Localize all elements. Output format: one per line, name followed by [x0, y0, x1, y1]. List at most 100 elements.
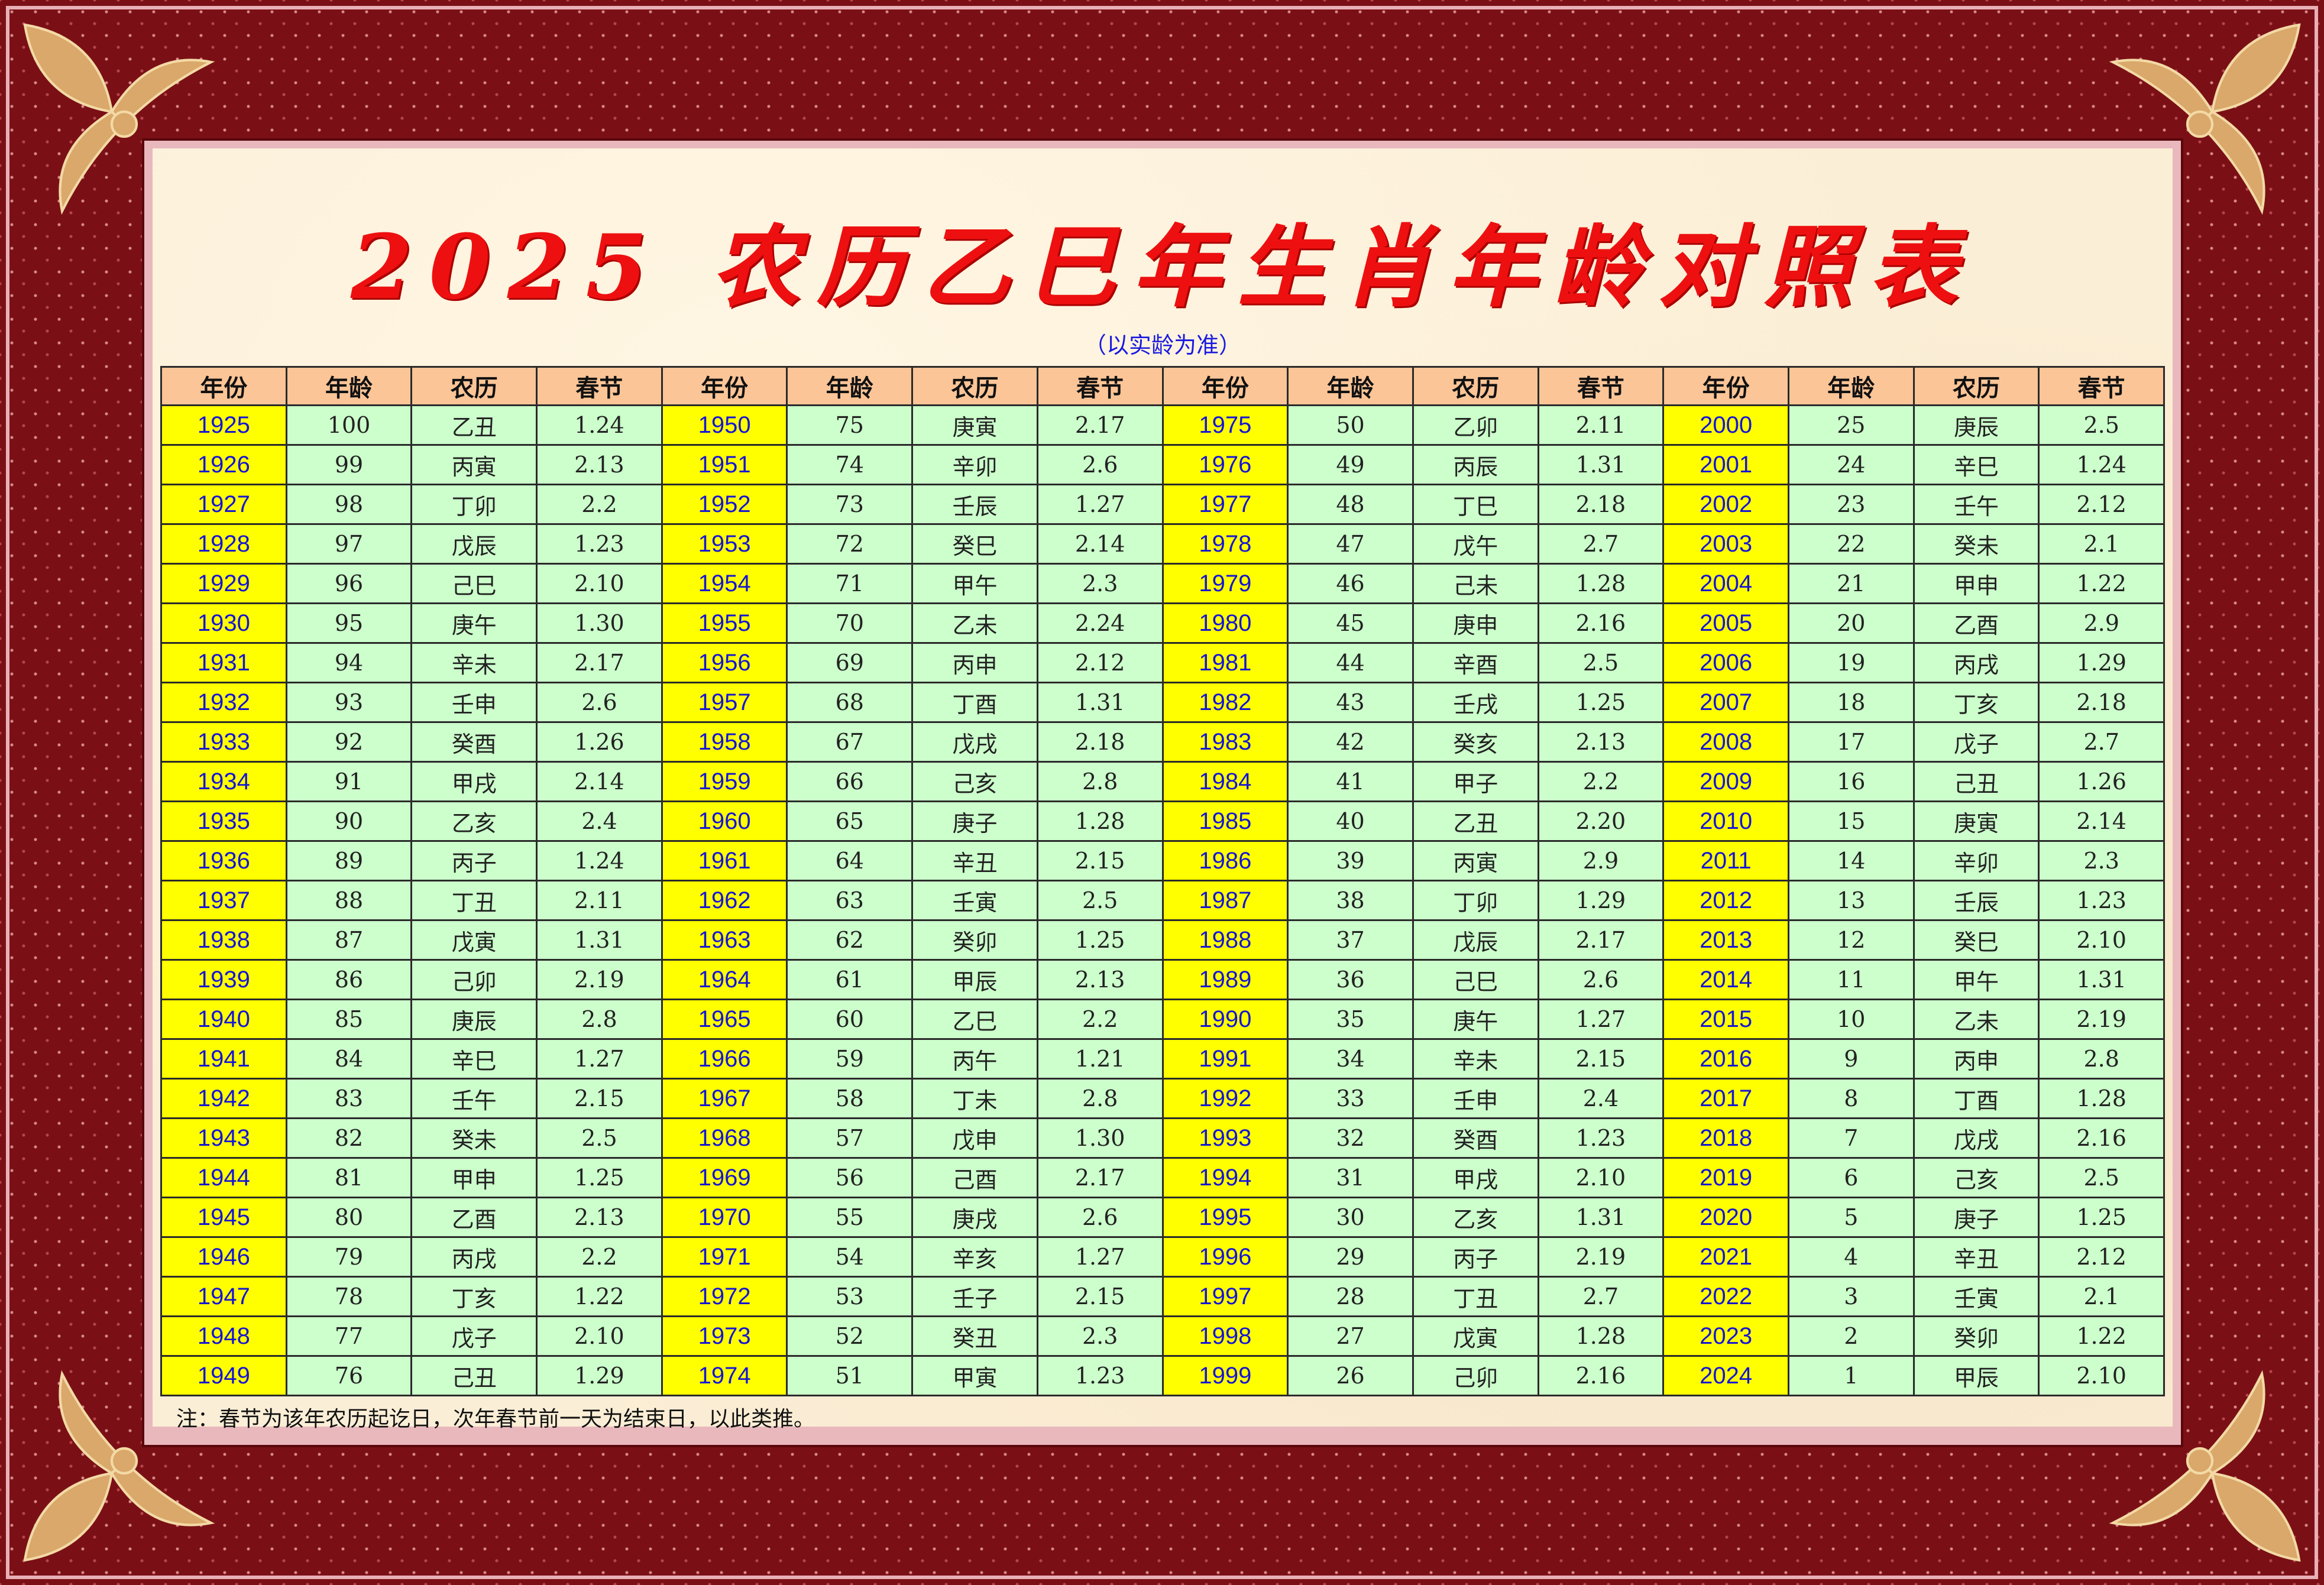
cell-lunar: 丙辰 — [1412, 444, 1539, 485]
cell-lunar: 丙寅 — [1412, 840, 1539, 881]
cell-age: 89 — [285, 840, 413, 881]
cell-lunar: 庚子 — [911, 800, 1038, 842]
cell-lunar: 戊子 — [410, 1315, 538, 1357]
header-age: 年龄 — [786, 366, 914, 406]
header-lunar: 农历 — [1412, 366, 1539, 406]
subtitle: （以实龄为准） — [1083, 332, 1241, 358]
cell-year: 1998 — [1161, 1315, 1289, 1357]
cell-year: 2009 — [1662, 761, 1789, 802]
cell-year: 2024 — [1662, 1355, 1789, 1396]
cell-age: 41 — [1287, 761, 1414, 802]
cell-lunar: 壬辰 — [1912, 880, 2040, 921]
cell-spring: 2.10 — [536, 563, 663, 604]
cell-lunar: 丁卯 — [1412, 880, 1539, 921]
cell-year: 1979 — [1161, 563, 1289, 604]
cell-spring: 2.19 — [1537, 1236, 1665, 1278]
cell-age: 94 — [285, 642, 413, 683]
cell-age: 75 — [786, 404, 914, 446]
cell-spring: 1.23 — [1036, 1355, 1164, 1396]
table-row: 1946 79 丙戌 2.2 1971 54 辛亥 1.27 1996 29 丙子 2.19 2021 4… — [160, 1236, 2165, 1278]
table-row: 1942 83 壬午 2.15 1967 58 丁未 2.8 1992 33 壬申 2.4 2017 8 丁… — [160, 1078, 2165, 1119]
table-row: 1928 97 戊辰 1.23 1953 72 癸巳 2.14 1978 47 戊午 2.7 2003 2… — [160, 523, 2165, 565]
cell-lunar: 己未 — [1412, 563, 1539, 604]
cell-age: 36 — [1287, 959, 1414, 1000]
cell-year: 1932 — [160, 682, 287, 723]
cell-spring: 2.13 — [1537, 721, 1665, 763]
cell-year: 1972 — [661, 1276, 788, 1317]
cell-age: 31 — [1287, 1157, 1414, 1198]
cell-year: 1970 — [661, 1197, 788, 1238]
cell-lunar: 辛未 — [410, 642, 538, 683]
cell-age: 29 — [1287, 1236, 1414, 1278]
cell-lunar: 丁丑 — [410, 880, 538, 921]
cell-lunar: 丁亥 — [410, 1276, 538, 1317]
cell-lunar: 甲午 — [1912, 959, 2040, 1000]
cell-age: 92 — [285, 721, 413, 763]
cell-lunar: 丁卯 — [410, 484, 538, 525]
cell-spring: 2.14 — [536, 761, 663, 802]
corner-ornament-icon — [23, 1370, 215, 1562]
cell-spring: 2.8 — [1036, 761, 1164, 802]
cell-spring: 2.11 — [536, 880, 663, 921]
cell-age: 13 — [1787, 880, 1915, 921]
table-row: 1938 87 戊寅 1.31 1963 62 癸卯 1.25 1988 37 戊辰 2.17 2013… — [160, 919, 2165, 961]
cell-spring: 2.13 — [536, 1197, 663, 1238]
cell-age: 63 — [786, 880, 914, 921]
header-spring: 春节 — [1036, 366, 1164, 406]
cell-spring: 1.22 — [536, 1276, 663, 1317]
cell-year: 2000 — [1662, 404, 1789, 446]
cell-lunar: 己丑 — [1912, 761, 2040, 802]
cell-age: 34 — [1287, 1038, 1414, 1080]
cell-lunar: 庚申 — [1412, 602, 1539, 644]
cell-year: 1953 — [661, 523, 788, 565]
cell-spring: 2.5 — [1537, 642, 1665, 683]
cell-spring: 1.31 — [536, 919, 663, 961]
header-year: 年份 — [1161, 366, 1289, 406]
cell-year: 1934 — [160, 761, 287, 802]
cell-lunar: 癸巳 — [1912, 919, 2040, 961]
corner-ornament-icon — [2109, 23, 2301, 215]
cell-year: 1962 — [661, 880, 788, 921]
cell-age: 80 — [285, 1197, 413, 1238]
cell-age: 56 — [786, 1157, 914, 1198]
cell-lunar: 己丑 — [410, 1355, 538, 1396]
cell-year: 2015 — [1662, 999, 1789, 1040]
cell-lunar: 癸酉 — [1412, 1117, 1539, 1159]
cell-lunar: 甲辰 — [911, 959, 1038, 1000]
cell-spring: 2.2 — [1537, 761, 1665, 802]
cell-year: 1994 — [1161, 1157, 1289, 1198]
cell-lunar: 甲午 — [911, 563, 1038, 604]
header-year: 年份 — [661, 366, 788, 406]
cell-age: 4 — [1787, 1236, 1915, 1278]
cell-spring: 1.23 — [536, 523, 663, 565]
cell-spring: 1.25 — [1036, 919, 1164, 961]
cell-lunar: 戊辰 — [410, 523, 538, 565]
cell-spring: 2.12 — [2038, 484, 2165, 525]
cell-lunar: 壬寅 — [911, 880, 1038, 921]
cell-lunar: 乙丑 — [1412, 800, 1539, 842]
cell-spring: 2.3 — [1036, 563, 1164, 604]
cell-age: 86 — [285, 959, 413, 1000]
cell-lunar: 戊戌 — [911, 721, 1038, 763]
cell-lunar: 丙寅 — [410, 444, 538, 485]
cell-spring: 2.17 — [536, 642, 663, 683]
cell-spring: 2.4 — [536, 800, 663, 842]
cell-age: 65 — [786, 800, 914, 842]
cell-spring: 1.27 — [1036, 1236, 1164, 1278]
cell-year: 2010 — [1662, 800, 1789, 842]
cell-spring: 2.17 — [1036, 404, 1164, 446]
cell-year: 1951 — [661, 444, 788, 485]
cell-age: 82 — [285, 1117, 413, 1159]
cell-year: 1975 — [1161, 404, 1289, 446]
header-lunar: 农历 — [410, 366, 538, 406]
cell-year: 1945 — [160, 1197, 287, 1238]
cell-lunar: 乙亥 — [1412, 1197, 1539, 1238]
cell-year: 1946 — [160, 1236, 287, 1278]
cell-lunar: 丁丑 — [1412, 1276, 1539, 1317]
cell-lunar: 戊午 — [1412, 523, 1539, 565]
cell-spring: 2.6 — [1036, 1197, 1164, 1238]
cell-year: 1997 — [1161, 1276, 1289, 1317]
cell-year: 2004 — [1662, 563, 1789, 604]
cell-spring: 1.28 — [1537, 563, 1665, 604]
cell-age: 78 — [285, 1276, 413, 1317]
